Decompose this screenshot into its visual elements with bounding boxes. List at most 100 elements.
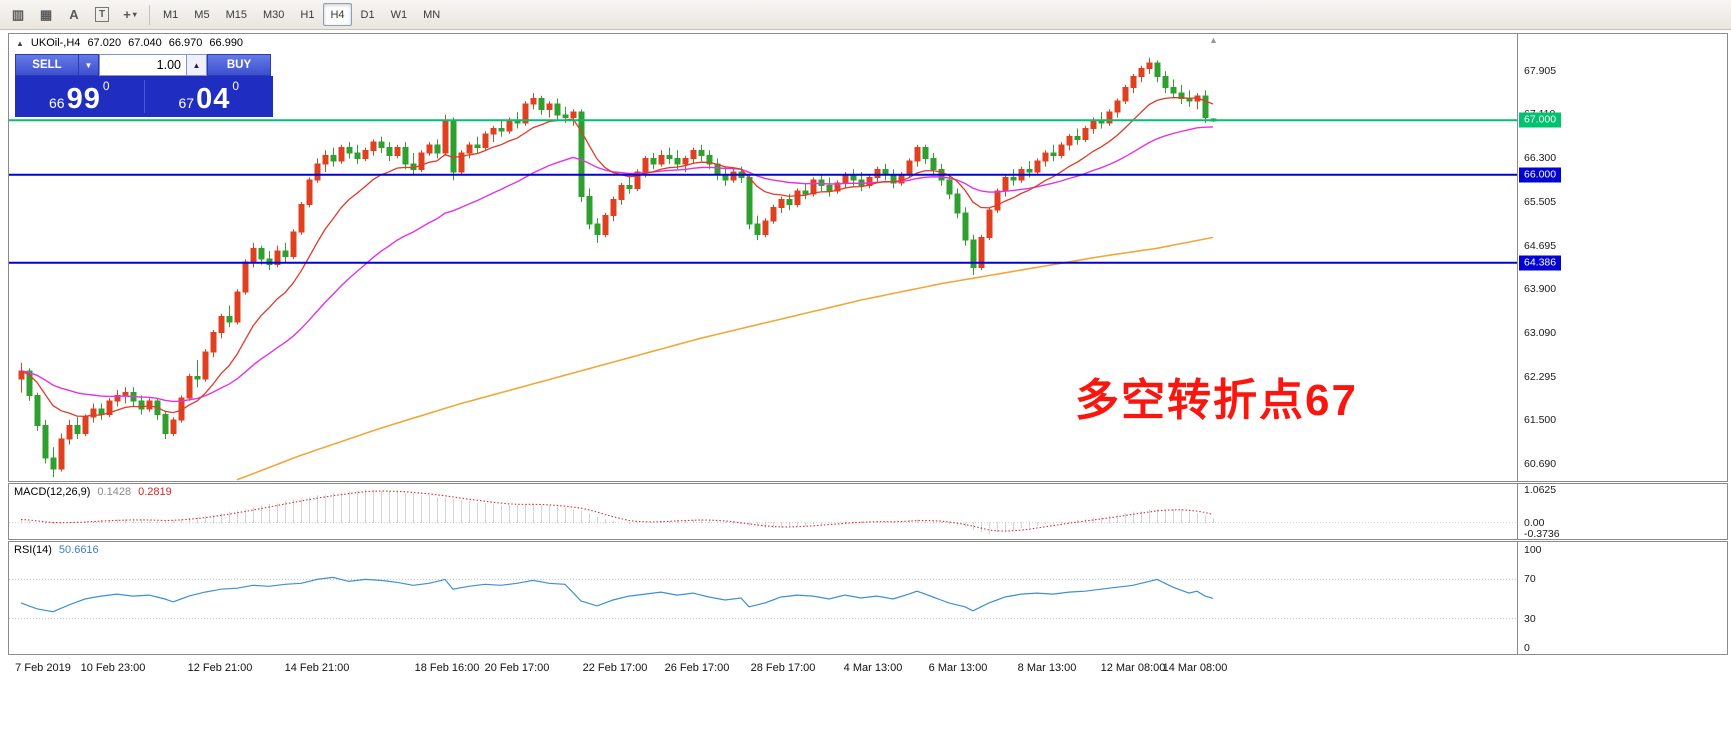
macd-plot[interactable] — [9, 484, 1517, 539]
indicators-grid-icon[interactable]: ▦ — [33, 3, 59, 26]
timeframe-m30-button[interactable]: M30 — [262, 8, 285, 21]
timeframe-m5-button[interactable]: M5 — [194, 8, 210, 21]
rsi-axis[interactable]: 100 70 30 0 — [1517, 542, 1727, 654]
timeframe-h4-button[interactable]: H4 — [323, 3, 352, 26]
chart-window-icon: ▥ — [11, 6, 25, 22]
timeframe-m1-button[interactable]: M1 — [163, 8, 179, 21]
sell-price-display[interactable]: 66 99 0 — [15, 76, 144, 117]
time-axis-label: 22 Feb 17:00 — [582, 662, 648, 674]
open-value: 67.020 — [87, 37, 122, 49]
time-axis-label: 4 Mar 13:00 — [843, 662, 903, 674]
time-axis-label: 14 Mar 08:00 — [1162, 662, 1228, 674]
time-axis-label: 26 Feb 17:00 — [664, 662, 730, 674]
timeframe-w1-button[interactable]: W1 — [390, 8, 408, 21]
price-axis-label: 67.905 — [1524, 65, 1557, 77]
macd-value: 0.1428 — [97, 486, 132, 498]
text-tool-icon: A — [69, 7, 79, 22]
chevron-down-icon: ▾ — [132, 10, 137, 19]
rsi-value: 50.6616 — [58, 544, 99, 556]
sell-price-big: 99 — [66, 83, 101, 116]
buy-price-small: 67 — [178, 95, 195, 111]
time-axis-label: 12 Mar 08:00 — [1100, 662, 1166, 674]
macd-axis-label: 0.00 — [1524, 516, 1545, 529]
price-chart-panel: ▲ UKOil-,H4 67.020 67.040 66.970 66.990 … — [8, 33, 1728, 482]
chart-annotation-text[interactable]: 多空转折点67 — [1075, 376, 1358, 425]
buy-price-display[interactable]: 67 04 0 — [145, 76, 274, 117]
price-divider — [143, 80, 145, 113]
chevron-up-icon: ▲ — [192, 60, 201, 70]
bid-ask-row: 66 99 0 67 04 0 — [15, 76, 273, 117]
macd-indicator-panel: MACD(12,26,9) 0.1428 0.2819 1.0625 0.00 -0… — [8, 483, 1728, 540]
timeframe-button-group: M1 M5 M15 M30 H1 H4 D1 W1 MN — [156, 3, 447, 26]
price-axis-label: 62.295 — [1524, 370, 1557, 383]
text-tool-icon[interactable]: A — [61, 3, 87, 26]
timeframe-m15-button[interactable]: M15 — [225, 8, 247, 21]
time-axis-label: 12 Feb 21:00 — [187, 662, 253, 674]
rsi-title: RSI(14) 50.6616 — [14, 544, 99, 556]
chart-window-icon[interactable]: ▥ — [5, 3, 31, 26]
macd-title: MACD(12,26,9) 0.1428 0.2819 — [14, 486, 172, 498]
buy-price-big: 04 — [196, 83, 231, 116]
chart-title: ▲ UKOil-,H4 67.020 67.040 66.970 66.990 — [16, 37, 243, 49]
macd-label: MACD(12,26,9) — [14, 486, 91, 498]
price-axis-label: 60.690 — [1524, 458, 1557, 470]
price-level-badge: 66.000 — [1519, 167, 1562, 183]
time-axis[interactable]: 7 Feb 2019 10 Feb 23:00 12 Feb 21:00 14 Feb… — [8, 656, 1728, 682]
price-axis-label: 61.500 — [1524, 413, 1557, 426]
one-click-trading-panel: SELL ▼ ▲ BUY 66 99 0 67 04 0 — [15, 54, 273, 117]
collapse-arrow-icon[interactable]: ▲ — [16, 38, 24, 48]
time-axis-label: 20 Feb 17:00 — [484, 662, 550, 674]
symbol-label: UKOil-,H4 — [30, 37, 81, 49]
text-label-tool-icon[interactable]: T — [89, 3, 115, 26]
crosshair-tool-icon: + — [123, 7, 131, 22]
trade-controls-row: SELL ▼ ▲ BUY — [15, 54, 273, 76]
crosshair-tool-icon[interactable]: + ▾ — [117, 3, 143, 26]
indicators-grid-icon: ▦ — [39, 6, 53, 22]
toolbar-separator — [149, 4, 150, 25]
timeframe-mn-button[interactable]: MN — [423, 8, 441, 21]
volume-input[interactable] — [99, 54, 187, 76]
toolbar: ▥ ▦ A T + ▾ M1 M5 M15 M30 H1 H4 D1 W1 MN — [0, 0, 1731, 30]
sell-button[interactable]: SELL — [15, 54, 79, 76]
price-axis-label: 66.300 — [1524, 152, 1557, 165]
buy-price-sup: 0 — [232, 79, 240, 93]
time-axis-label: 18 Feb 16:00 — [414, 662, 480, 674]
price-axis[interactable]: 67.90567.11066.30065.50564.69563.90063.0… — [1517, 34, 1727, 481]
rsi-plot[interactable] — [9, 542, 1517, 654]
macd-axis-label: 1.0625 — [1524, 483, 1557, 496]
buy-button[interactable]: BUY — [207, 54, 271, 76]
rsi-axis-label: 0 — [1524, 642, 1530, 654]
price-axis-label: 63.090 — [1524, 327, 1557, 340]
price-level-badge: 67.000 — [1519, 112, 1562, 128]
time-axis-label: 10 Feb 23:00 — [80, 662, 146, 674]
time-axis-label: 8 Mar 13:00 — [1017, 662, 1077, 674]
macd-axis-label: -0.3736 — [1524, 528, 1560, 541]
timeframe-d1-button[interactable]: D1 — [360, 8, 375, 21]
rsi-axis-label: 30 — [1524, 612, 1536, 625]
time-axis-label: 28 Feb 17:00 — [750, 662, 816, 674]
price-axis-label: 65.505 — [1524, 195, 1557, 208]
time-axis-label: 7 Feb 2019 — [15, 662, 71, 674]
low-value: 66.970 — [168, 37, 203, 49]
price-plot[interactable] — [9, 34, 1517, 481]
close-value: 66.990 — [209, 37, 244, 49]
rsi-indicator-panel: RSI(14) 50.6616 100 70 30 0 — [8, 541, 1728, 655]
chart-shift-marker[interactable]: ▲ — [1209, 35, 1218, 45]
volume-dropdown-button[interactable]: ▼ — [79, 54, 99, 76]
sell-price-small: 66 — [48, 95, 65, 111]
rsi-label: RSI(14) — [14, 544, 52, 556]
price-level-badge: 64.386 — [1519, 255, 1562, 271]
price-axis-label: 64.695 — [1524, 239, 1557, 252]
high-value: 67.040 — [128, 37, 162, 49]
rsi-axis-label: 70 — [1524, 573, 1536, 586]
time-axis-label: 14 Feb 21:00 — [284, 662, 350, 674]
rsi-axis-label: 100 — [1524, 544, 1542, 556]
text-label-tool-icon: T — [94, 7, 110, 22]
price-axis-label: 63.900 — [1524, 283, 1557, 296]
time-axis-label: 6 Mar 13:00 — [928, 662, 988, 674]
timeframe-h1-button[interactable]: H1 — [300, 8, 315, 21]
macd-axis[interactable]: 1.0625 0.00 -0.3736 — [1517, 483, 1727, 541]
toolbar-icon-group: ▥ ▦ A T + ▾ — [5, 3, 143, 26]
sell-price-sup: 0 — [102, 79, 110, 93]
volume-increase-button[interactable]: ▲ — [187, 54, 207, 76]
